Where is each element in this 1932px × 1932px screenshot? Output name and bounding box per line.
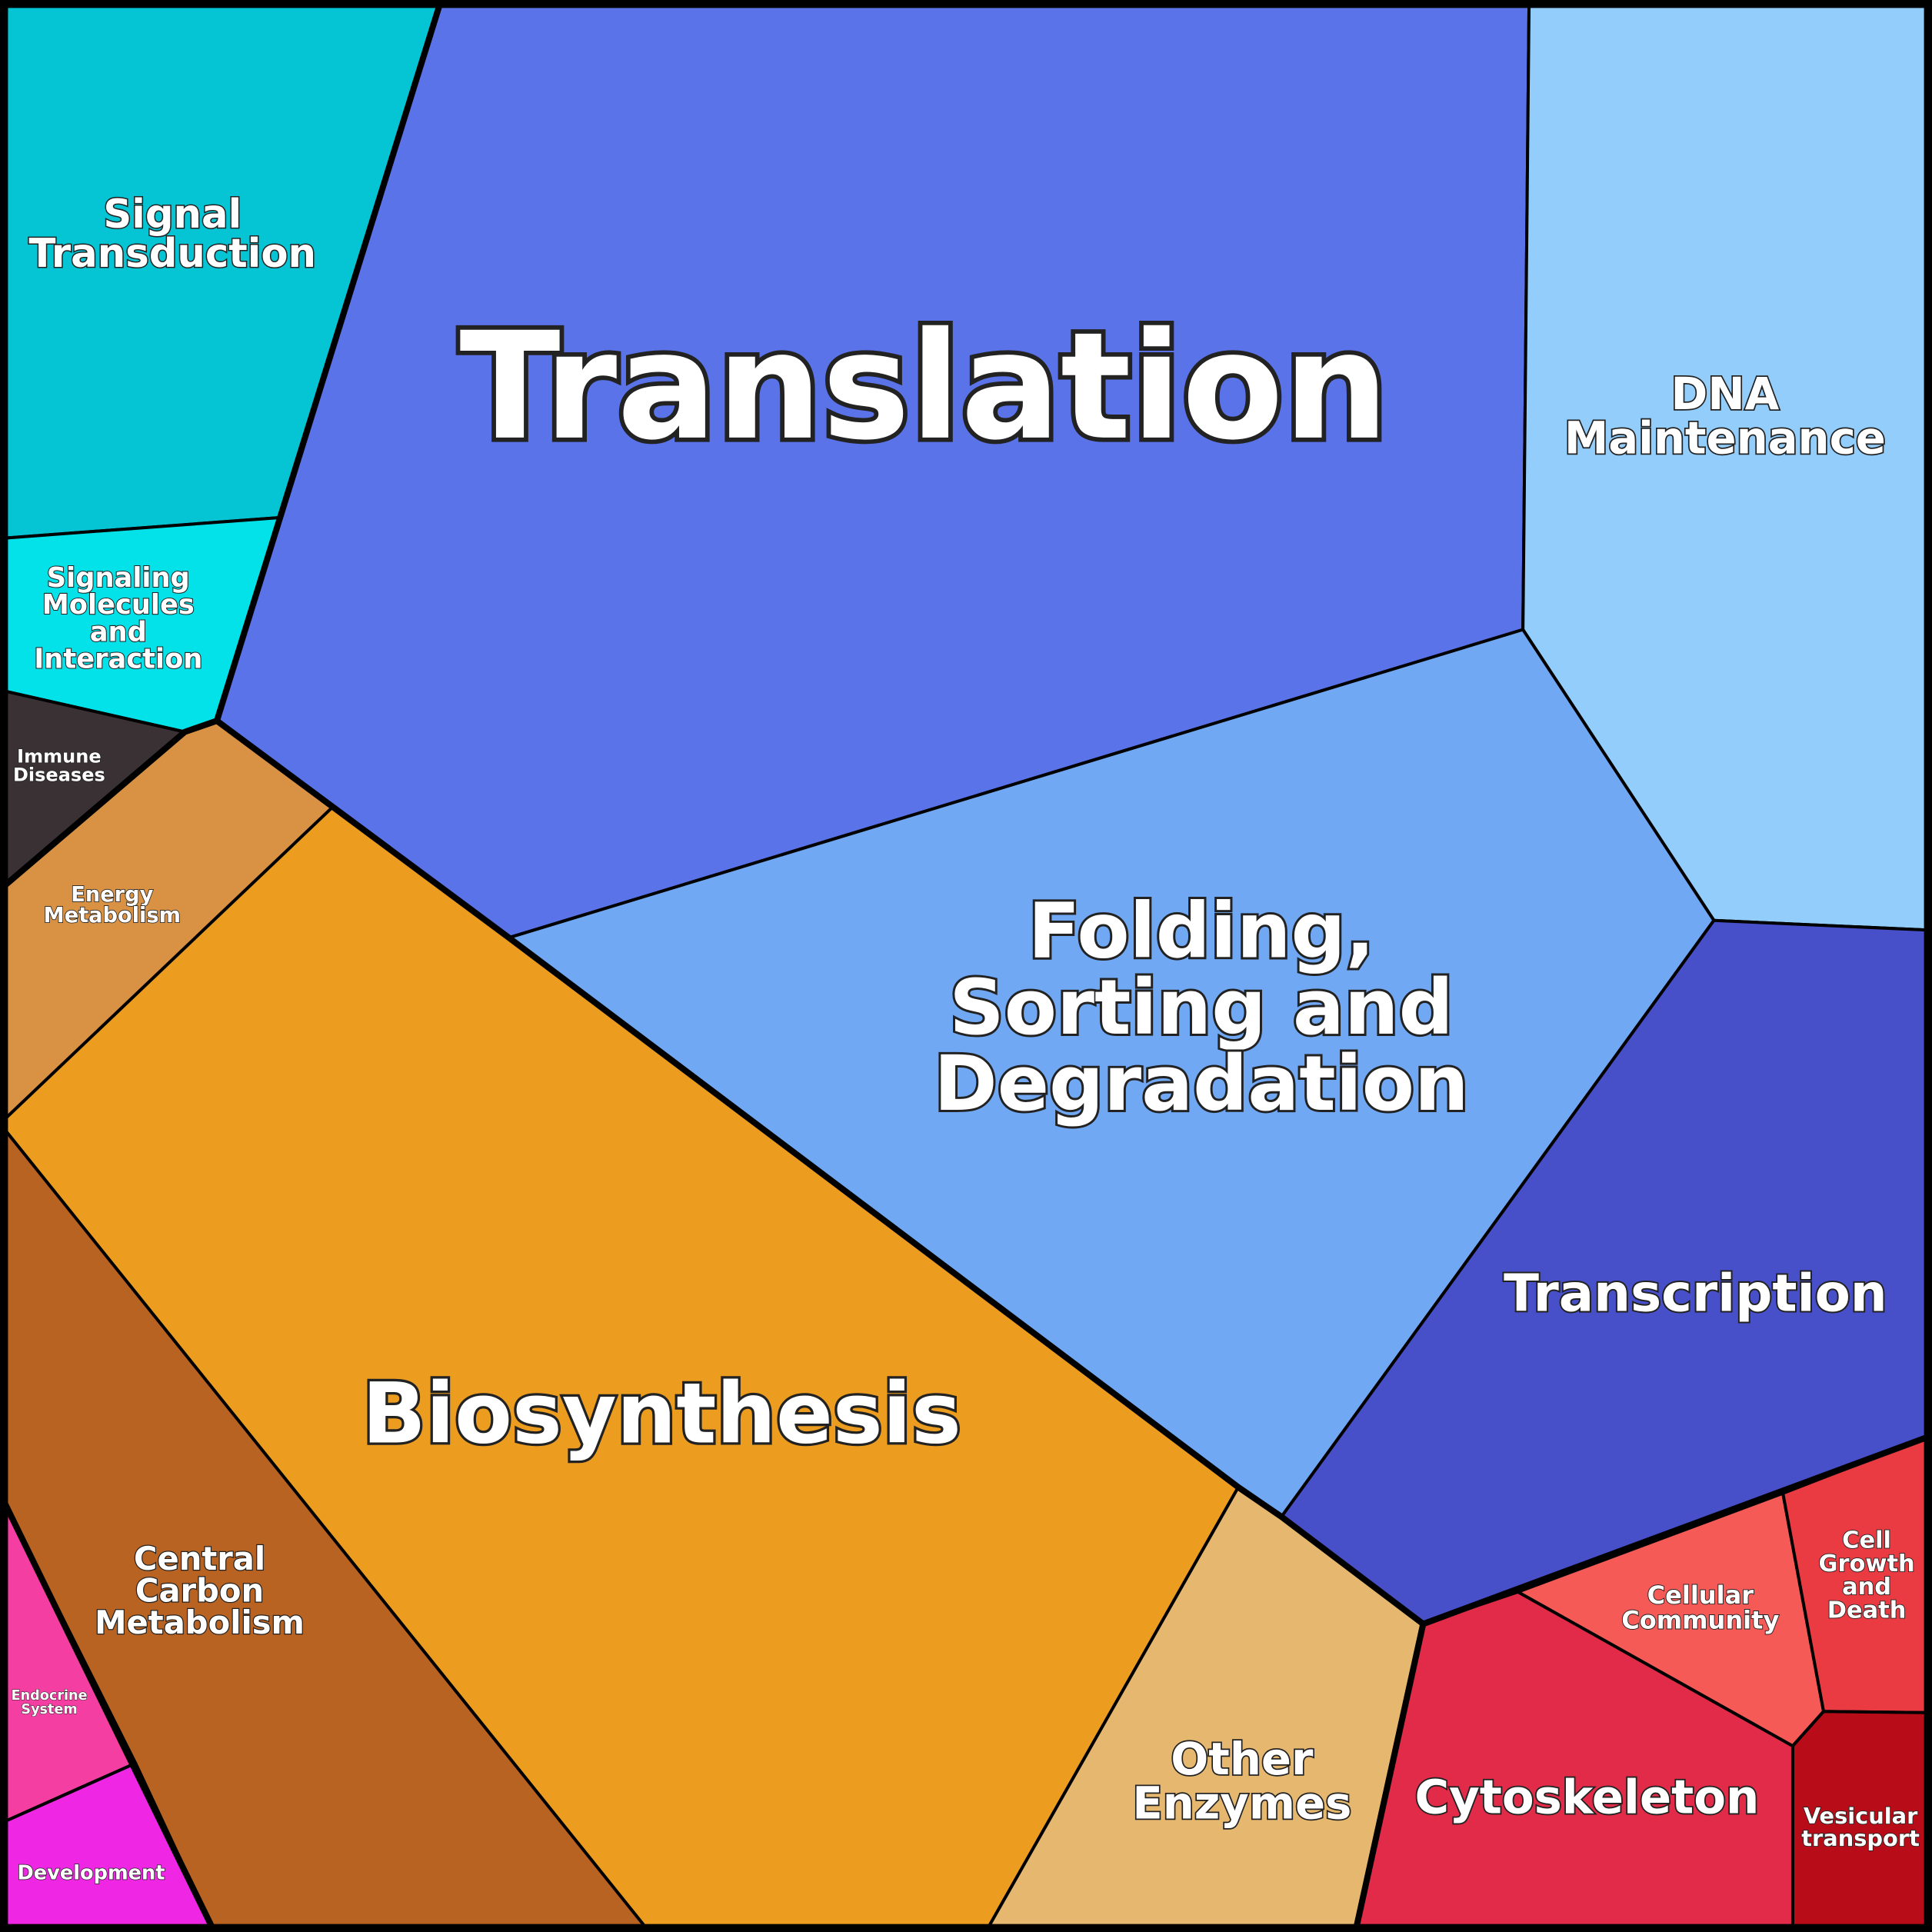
label-line: Biosynthesis xyxy=(362,1364,961,1462)
label-line: Sorting and xyxy=(949,964,1453,1052)
label-line: Metabolism xyxy=(44,904,181,928)
cell-label: Endocrine System xyxy=(12,1688,88,1717)
label-line: Maintenance xyxy=(1564,411,1886,464)
cell-label: Other Enzymes xyxy=(1132,1733,1351,1830)
label-line: System xyxy=(21,1702,77,1717)
cell-label: Folding, Sorting and Degradation xyxy=(934,888,1468,1129)
label-line: Immune xyxy=(17,745,101,767)
label-line: Carbon xyxy=(135,1571,264,1609)
cell xyxy=(0,1761,216,1932)
label-line: Signaling xyxy=(47,562,190,594)
label-line: Development xyxy=(18,1862,165,1885)
label-line: Transcription xyxy=(1504,1263,1887,1323)
label-line: Cellular xyxy=(1647,1581,1754,1610)
label-line: Diseases xyxy=(13,764,105,785)
label-line: Central xyxy=(134,1540,265,1577)
label-line: Transduction xyxy=(29,231,317,277)
label-line: Energy xyxy=(71,882,153,906)
label-line: Other xyxy=(1171,1733,1314,1785)
cell-label: Cell Growth and Death xyxy=(1818,1527,1914,1624)
group-border xyxy=(0,1491,218,1932)
label-line: Growth xyxy=(1818,1550,1914,1577)
cell-label: Signal Transduction xyxy=(29,192,317,277)
label-line: Signal xyxy=(103,192,242,238)
cell-label: Development xyxy=(18,1862,165,1885)
label-line: and xyxy=(1842,1574,1891,1601)
label-line: Vesicular xyxy=(1804,1803,1918,1829)
label-line: Cytoskeleton xyxy=(1414,1770,1759,1824)
group-border xyxy=(1421,1432,1932,1627)
group-border xyxy=(0,718,1427,1932)
label-line: transport xyxy=(1801,1825,1920,1851)
cell-label: Energy Metabolism xyxy=(44,882,181,927)
label-line: Degradation xyxy=(934,1041,1468,1129)
cell-label: Transcription xyxy=(1504,1263,1887,1323)
label-line: Enzymes xyxy=(1132,1777,1351,1829)
label-line: Death xyxy=(1827,1597,1907,1624)
label-line: DNA xyxy=(1671,367,1779,419)
label-line: Metabolism xyxy=(95,1604,305,1641)
label-line: Cell xyxy=(1842,1527,1891,1554)
label-line: Community xyxy=(1621,1605,1779,1634)
label-line: Interaction xyxy=(34,644,202,675)
cell-label: Immune Diseases xyxy=(13,745,105,785)
group-border xyxy=(214,0,445,722)
cell-label: Translation xyxy=(459,301,1388,473)
cell-label: Vesicular transport xyxy=(1801,1803,1920,1851)
cell-label: Cytoskeleton xyxy=(1414,1770,1759,1824)
label-line: Translation xyxy=(459,301,1388,473)
cell-label: Central Carbon Metabolism xyxy=(95,1540,305,1641)
cell-label: Biosynthesis xyxy=(362,1364,961,1462)
label-line: Endocrine xyxy=(12,1688,88,1704)
label-line: Folding, xyxy=(1028,888,1375,976)
cell-label: Signaling Molecules and Interaction xyxy=(34,562,202,675)
cell-label: DNA Maintenance xyxy=(1564,367,1886,464)
cell xyxy=(1790,1710,1932,1932)
label-line: Molecules xyxy=(42,589,195,621)
label-line: and xyxy=(90,616,147,648)
cell-label: Cellular Community xyxy=(1621,1581,1779,1634)
